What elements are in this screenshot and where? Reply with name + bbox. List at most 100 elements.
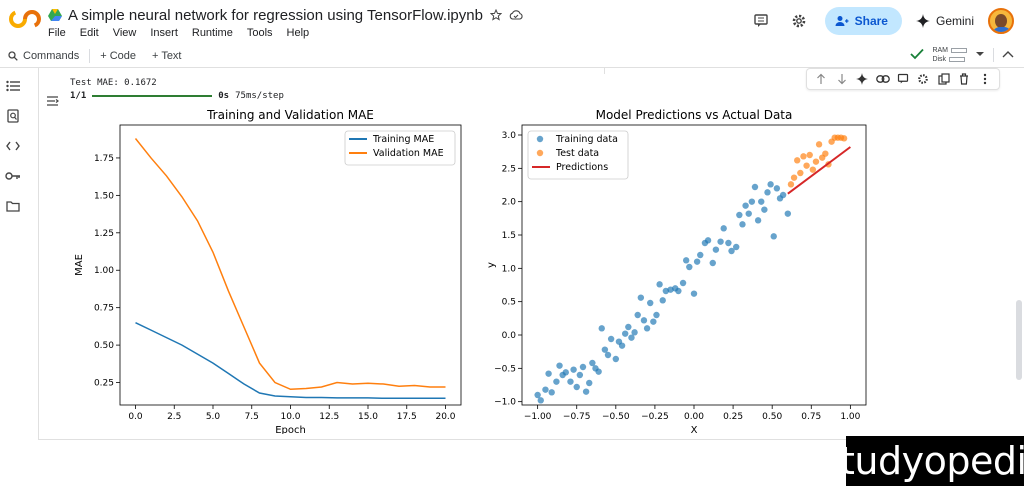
data-point-test-data bbox=[840, 135, 848, 142]
data-point-training-data bbox=[579, 363, 587, 371]
data-point-training-data bbox=[690, 290, 698, 297]
data-point-training-data bbox=[625, 323, 632, 331]
menu-insert[interactable]: Insert bbox=[150, 27, 178, 39]
sparkle-icon bbox=[915, 14, 930, 28]
data-point-training-data bbox=[573, 383, 580, 391]
menu-help[interactable]: Help bbox=[286, 27, 310, 39]
data-point-training-data bbox=[618, 342, 626, 349]
data-point-training-data bbox=[628, 334, 635, 341]
ram-label: RAM bbox=[932, 47, 948, 54]
legend-box bbox=[527, 130, 629, 180]
delete-trash-icon[interactable] bbox=[957, 72, 971, 86]
data-point-test-data bbox=[794, 157, 801, 164]
sparkle-icon[interactable] bbox=[855, 72, 869, 86]
share-label: Share bbox=[854, 14, 888, 28]
progress-rate: 75ms/step bbox=[235, 91, 284, 101]
data-point-training-data bbox=[754, 217, 762, 224]
data-point-training-data bbox=[733, 243, 740, 251]
connected-check-icon[interactable] bbox=[910, 48, 925, 63]
cell-settings-gear-icon[interactable] bbox=[916, 72, 930, 86]
collapse-chevron-up-icon[interactable] bbox=[1002, 49, 1014, 61]
data-point-training-data bbox=[650, 318, 657, 325]
y-axis-label: MAE bbox=[74, 254, 85, 276]
data-point-training-data bbox=[604, 351, 612, 359]
data-point-training-data bbox=[656, 281, 663, 288]
menu-file[interactable]: File bbox=[48, 27, 66, 39]
code-cell[interactable] bbox=[38, 68, 1004, 440]
x-tick-label: 0.0 bbox=[128, 412, 143, 422]
menu-tools[interactable]: Tools bbox=[246, 27, 273, 39]
commands-label: Commands bbox=[23, 49, 80, 62]
user-avatar[interactable] bbox=[988, 8, 1014, 34]
data-point-training-data bbox=[717, 238, 724, 245]
x-tick-label: 20.0 bbox=[435, 412, 455, 422]
y-tick-label: 0.75 bbox=[94, 304, 114, 314]
add-text-button[interactable]: + Text bbox=[144, 50, 189, 62]
move-up-arrow-icon[interactable] bbox=[814, 72, 828, 86]
x-tick-label: −0.50 bbox=[602, 412, 630, 422]
x-tick-label: 2.5 bbox=[167, 412, 181, 422]
mirror-cell-icon[interactable] bbox=[937, 72, 951, 86]
data-point-training-data bbox=[745, 210, 752, 217]
x-tick-label: 5.0 bbox=[206, 412, 221, 422]
comments-icon[interactable] bbox=[749, 9, 773, 33]
notebook-toolbar: Commands + Code + Text RAM Disk bbox=[0, 44, 1024, 68]
menu-edit[interactable]: Edit bbox=[79, 27, 99, 39]
data-point-training-data bbox=[537, 397, 544, 404]
link-icon[interactable] bbox=[875, 72, 890, 86]
data-point-training-data bbox=[675, 287, 682, 295]
data-point-training-data bbox=[534, 391, 541, 399]
data-point-training-data bbox=[725, 239, 732, 247]
settings-gear-icon[interactable] bbox=[787, 9, 811, 33]
watermark-logo: studyopedia bbox=[821, 436, 1024, 486]
more-vertical-icon[interactable] bbox=[978, 72, 992, 86]
gemini-button[interactable]: Gemini bbox=[915, 14, 974, 28]
series-line-training-mae bbox=[135, 321, 446, 400]
code-snippets-icon[interactable] bbox=[5, 138, 21, 154]
predictions-line bbox=[787, 146, 851, 195]
star-icon[interactable] bbox=[489, 8, 503, 22]
chart-title: Model Predictions vs Actual Data bbox=[596, 108, 793, 122]
series-line-validation-mae bbox=[134, 138, 446, 391]
secrets-key-icon[interactable] bbox=[5, 168, 21, 184]
header-actions: Share Gemini bbox=[749, 6, 1014, 36]
data-point-training-data bbox=[640, 317, 648, 324]
move-down-arrow-icon[interactable] bbox=[835, 72, 849, 86]
legend-label: Test data bbox=[555, 148, 599, 159]
data-point-training-data bbox=[748, 198, 756, 205]
runtime-dropdown-icon[interactable] bbox=[975, 49, 985, 61]
notebook-title[interactable]: A simple neural network for regression u… bbox=[68, 6, 483, 24]
add-code-button[interactable]: + Code bbox=[92, 50, 144, 62]
x-tick-label: 1.00 bbox=[840, 412, 860, 422]
x-axis-label: Epoch bbox=[275, 425, 306, 434]
find-replace-icon[interactable] bbox=[5, 108, 21, 124]
cell-toolbar bbox=[806, 68, 1000, 90]
ram-disk-indicator[interactable]: RAM Disk bbox=[932, 46, 967, 64]
menu-runtime[interactable]: Runtime bbox=[191, 27, 233, 39]
progress-output: 1/1 0s 75ms/step bbox=[70, 91, 284, 101]
menu-view[interactable]: View bbox=[112, 27, 137, 39]
commands-button[interactable]: Commands bbox=[0, 50, 87, 62]
legend-label: Training data bbox=[555, 134, 618, 145]
y-tick-label: 0.5 bbox=[502, 298, 516, 308]
comment-icon[interactable] bbox=[896, 72, 910, 86]
search-icon bbox=[8, 50, 18, 61]
data-point-training-data bbox=[607, 335, 615, 343]
y-tick-label: 0.50 bbox=[94, 341, 114, 351]
share-button[interactable]: Share bbox=[824, 7, 902, 35]
table-of-contents-icon[interactable] bbox=[5, 78, 21, 94]
vertical-scrollbar[interactable] bbox=[1016, 300, 1022, 380]
files-folder-icon[interactable] bbox=[5, 198, 21, 214]
app-header: A simple neural network for regression u… bbox=[0, 0, 1024, 44]
x-tick-label: 0.75 bbox=[801, 412, 821, 422]
colab-logo-icon[interactable] bbox=[8, 8, 42, 30]
data-point-training-data bbox=[595, 368, 602, 375]
data-point-training-data bbox=[601, 346, 609, 353]
data-point-training-data bbox=[567, 378, 574, 385]
data-point-training-data bbox=[542, 386, 549, 393]
data-point-training-data bbox=[697, 251, 704, 259]
cloud-saved-icon[interactable] bbox=[509, 8, 523, 22]
output-menu-icon[interactable] bbox=[46, 94, 60, 106]
x-tick-label: 0.00 bbox=[684, 412, 704, 422]
legend-marker bbox=[536, 149, 544, 157]
